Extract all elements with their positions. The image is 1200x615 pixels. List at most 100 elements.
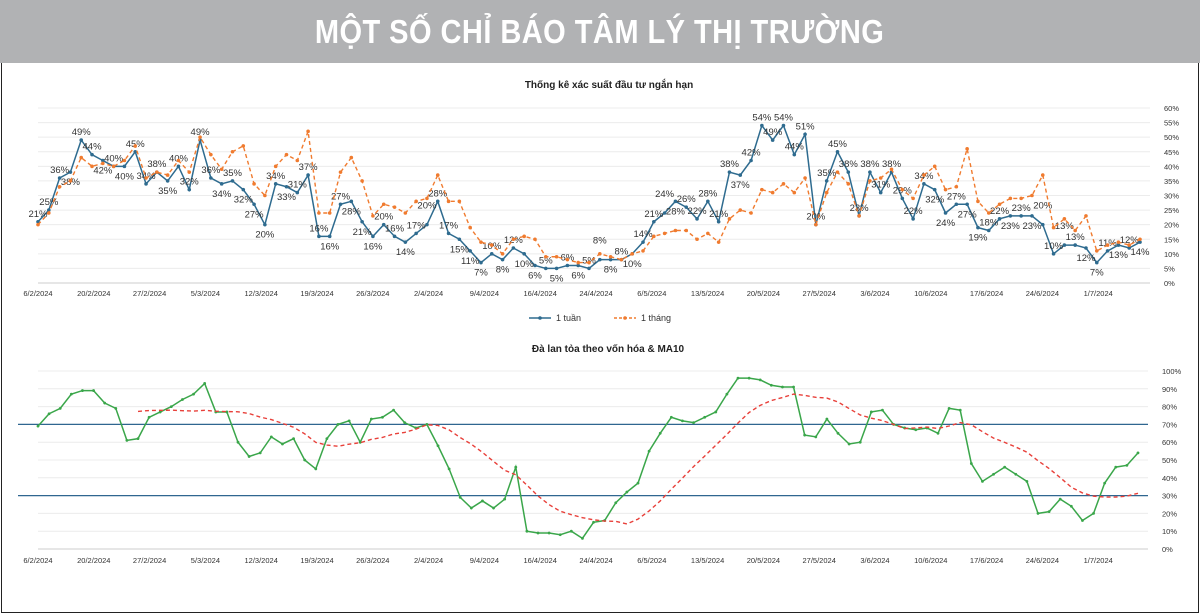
data-point (514, 465, 518, 469)
data-point (1136, 451, 1140, 455)
data-point (489, 252, 494, 256)
x-tick-label: 20/5/2024 (747, 289, 780, 298)
data-label: 35% (817, 168, 837, 179)
data-label: 18% (979, 218, 999, 229)
data-point (492, 506, 495, 510)
data-point (336, 423, 340, 426)
data-label: 40% (104, 153, 124, 164)
data-label: 12% (1076, 253, 1096, 264)
data-point (543, 266, 548, 271)
data-label: 27% (245, 209, 265, 220)
data-point (327, 211, 332, 215)
data-point (147, 415, 151, 419)
data-point (598, 257, 602, 262)
data-point (522, 252, 526, 256)
data-point (176, 158, 181, 163)
data-point (868, 179, 872, 183)
data-point (747, 376, 751, 380)
chart-frame (1, 63, 1199, 613)
data-label: 51% (796, 121, 816, 132)
data-point (770, 138, 775, 142)
data-point (954, 184, 959, 189)
data-point (684, 205, 689, 209)
data-point (692, 421, 695, 425)
x-tick-label: 5/3/2024 (191, 289, 220, 298)
data-point (219, 167, 224, 172)
data-point (1127, 246, 1131, 250)
data-point (1094, 260, 1099, 265)
data-point (125, 439, 129, 442)
data-point (349, 199, 354, 204)
data-point (258, 451, 262, 455)
data-point (847, 442, 851, 446)
data-label: 23% (1001, 221, 1021, 232)
data-point (306, 173, 310, 177)
data-point (824, 179, 829, 183)
data-point (958, 408, 962, 412)
data-point (165, 179, 170, 183)
x-tick-label: 2/4/2024 (414, 556, 443, 565)
data-label: 42% (742, 148, 762, 159)
data-label: 20% (255, 230, 275, 241)
data-label: 42% (93, 166, 113, 177)
data-label: 16% (309, 223, 329, 234)
data-point (554, 254, 559, 259)
data-point (468, 249, 472, 253)
data-point (325, 437, 329, 441)
data-label: 22% (990, 206, 1010, 217)
data-point (981, 479, 984, 483)
data-label: 35% (223, 168, 243, 179)
data-label: 28% (342, 206, 362, 217)
data-point (738, 208, 743, 212)
y-tick-label: 25% (1164, 206, 1179, 215)
y-tick-label: 5% (1164, 264, 1175, 273)
data-point (662, 231, 667, 236)
data-point (284, 184, 289, 189)
x-tick-label: 27/2/2024 (133, 289, 166, 298)
data-point (1073, 228, 1077, 233)
data-point (738, 173, 743, 177)
data-point (587, 260, 591, 265)
x-tick-label: 17/6/2024 (970, 556, 1003, 565)
data-point (1073, 243, 1077, 247)
x-tick-label: 12/3/2024 (245, 556, 278, 565)
data-label: 13% (1055, 221, 1075, 232)
data-label: 20% (417, 201, 437, 212)
data-point (781, 182, 786, 186)
data-point (881, 408, 884, 412)
y-tick-label: 100% (1162, 367, 1182, 376)
data-label: 6% (528, 271, 542, 282)
data-point (614, 501, 618, 505)
data-label: 15% (450, 244, 470, 255)
data-point (317, 211, 321, 215)
data-point (481, 499, 484, 503)
data-label: 5% (539, 255, 553, 266)
data-point (369, 417, 373, 421)
data-point (338, 170, 343, 174)
data-label: 20% (806, 212, 826, 223)
data-point (947, 406, 951, 410)
data-point (1116, 240, 1121, 244)
x-tick-label: 6/5/2024 (637, 289, 666, 298)
data-point (760, 123, 764, 128)
data-point (169, 405, 173, 408)
data-point (965, 202, 969, 207)
data-point (714, 410, 718, 414)
data-point (760, 187, 764, 192)
data-label: 54% (774, 113, 794, 124)
x-tick-label: 20/2/2024 (77, 556, 110, 565)
data-point (103, 401, 107, 405)
data-point (932, 187, 937, 192)
data-point (457, 237, 462, 242)
data-point (403, 240, 408, 244)
data-point (814, 435, 818, 439)
data-point (68, 170, 73, 174)
x-tick-label: 24/4/2024 (579, 556, 612, 565)
data-point (273, 164, 278, 169)
data-label: 49% (763, 127, 783, 138)
data-label: 6% (571, 271, 585, 282)
data-label: 38% (839, 159, 859, 170)
x-tick-label: 20/5/2024 (747, 556, 780, 565)
data-point (976, 225, 980, 230)
data-point (569, 529, 573, 533)
